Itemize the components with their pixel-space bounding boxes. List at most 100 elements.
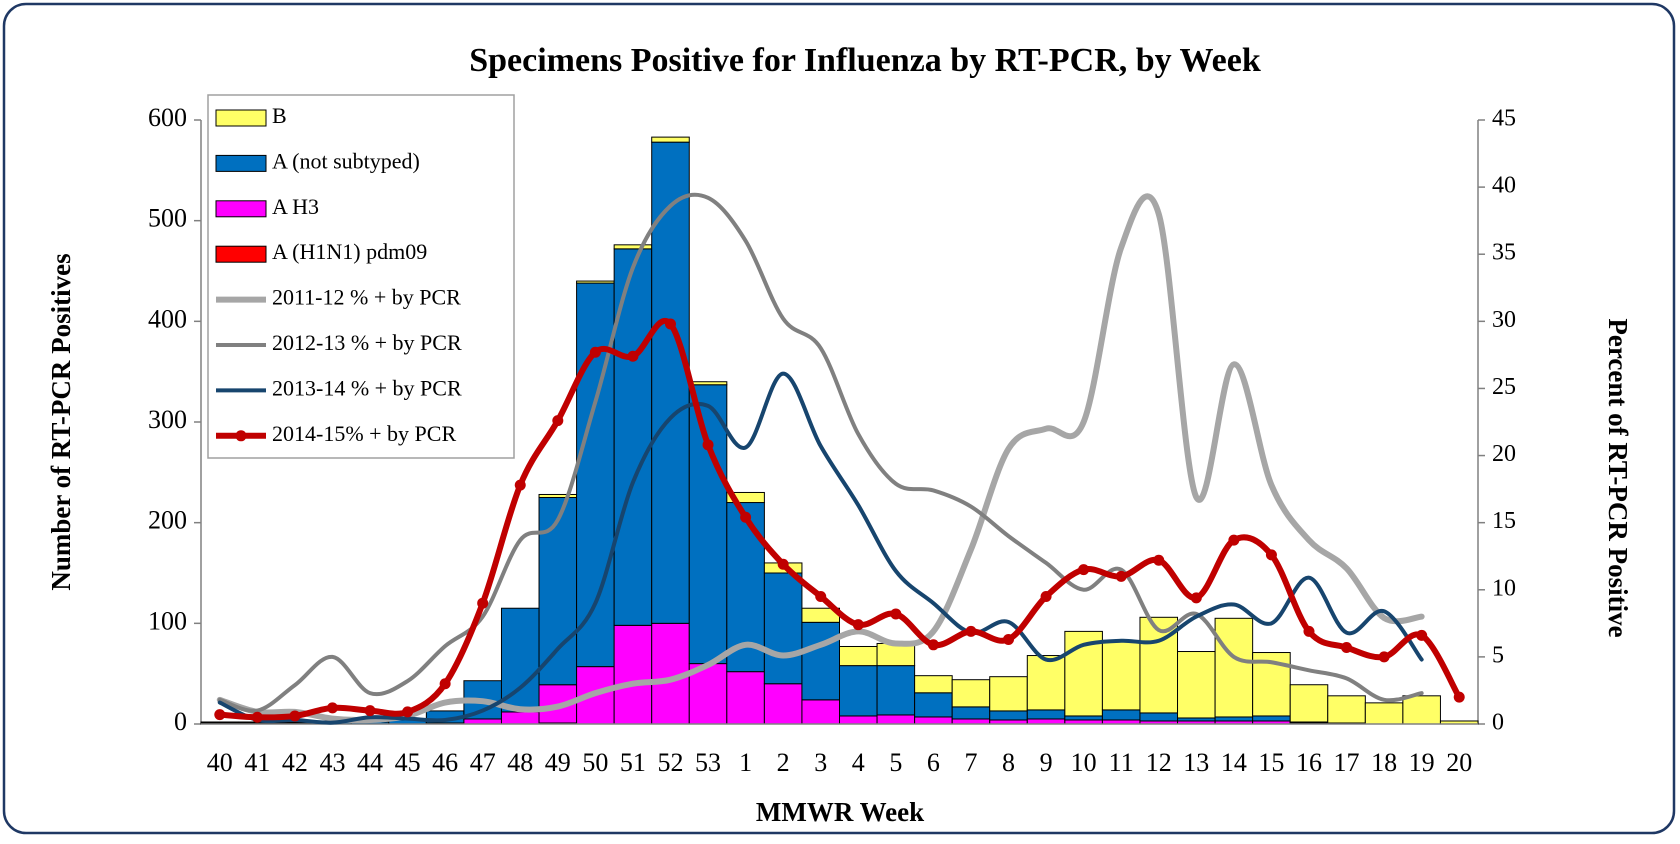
x-tick-label: 47 xyxy=(470,748,496,777)
y2-tick-label: 20 xyxy=(1492,441,1516,467)
x-tick-label: 51 xyxy=(620,748,646,777)
x-tick-label: 4 xyxy=(852,748,865,777)
y2-tick-label: 25 xyxy=(1492,374,1516,400)
bar-segment xyxy=(1026,709,1066,720)
line-series xyxy=(217,371,1424,725)
line-marker xyxy=(1190,592,1202,604)
legend-label: A (H1N1) pdm09 xyxy=(272,239,427,264)
y-tick-label: 100 xyxy=(148,606,187,635)
legend-swatch xyxy=(215,200,267,218)
x-tick-label: 2 xyxy=(777,748,790,777)
bar-segment xyxy=(801,699,840,725)
line-marker xyxy=(326,702,338,714)
bar-segment xyxy=(726,491,765,504)
y2-tick-label: 10 xyxy=(1492,575,1516,601)
bar-segment xyxy=(688,381,728,386)
bar-segment xyxy=(613,624,653,725)
x-axis-label: MMWR Week xyxy=(756,797,924,827)
y-tick-label: 200 xyxy=(148,506,187,535)
line-marker xyxy=(402,706,414,718)
x-tick-label: 17 xyxy=(1334,748,1360,777)
line-marker xyxy=(1003,633,1015,645)
bar-segment xyxy=(951,679,991,708)
bar-segment xyxy=(538,493,578,499)
line-marker xyxy=(1341,641,1353,653)
line-marker xyxy=(364,705,376,717)
bar-segment xyxy=(576,282,615,668)
bar-segment xyxy=(726,671,765,725)
x-tick-label: 52 xyxy=(657,748,683,777)
legend-swatch xyxy=(215,245,267,263)
x-tick-label: 16 xyxy=(1296,748,1322,777)
line-marker xyxy=(214,709,226,721)
bar-segment xyxy=(1177,651,1216,719)
bar-segment xyxy=(876,665,916,716)
x-tick-label: 43 xyxy=(319,748,345,777)
x-tick-label: 48 xyxy=(507,748,533,777)
x-tick-label: 42 xyxy=(282,748,308,777)
bar-segment xyxy=(576,280,615,284)
x-tick-label: 41 xyxy=(244,748,270,777)
legend-label: 2012-13 % + by PCR xyxy=(272,330,462,355)
bar-segment xyxy=(1289,684,1329,723)
bar-segment xyxy=(989,710,1028,721)
line-marker xyxy=(1416,629,1428,641)
x-tick-label: 8 xyxy=(1002,748,1015,777)
legend-label: A H3 xyxy=(272,194,319,219)
x-tick-label: 1 xyxy=(739,748,752,777)
line-marker xyxy=(890,608,902,620)
bar-segment xyxy=(951,706,991,720)
bar-segment xyxy=(613,244,653,250)
bar-segment xyxy=(1101,709,1141,721)
line-series xyxy=(217,192,1424,713)
y-tick-label: 300 xyxy=(148,405,187,434)
y2-tick-label: 40 xyxy=(1492,173,1516,199)
bar-segment xyxy=(914,716,953,725)
legend-label: B xyxy=(272,103,287,128)
line-marker xyxy=(927,639,939,651)
legend-label: 2013-14 % + by PCR xyxy=(272,375,462,400)
line-marker xyxy=(1115,570,1127,582)
bar-segment xyxy=(1214,617,1254,718)
bar-segment xyxy=(1252,715,1291,722)
x-tick-label: 49 xyxy=(545,748,571,777)
line-marker xyxy=(589,346,601,358)
x-tick-label: 20 xyxy=(1446,748,1472,777)
legend-swatch xyxy=(215,154,267,172)
legend: B A (not subtyped) A H3 A (H1N1) pdm09 2011-… xyxy=(207,94,515,459)
y2-tick-label: 45 xyxy=(1492,106,1516,132)
line-marker xyxy=(251,711,263,723)
bar-segment xyxy=(1026,655,1066,711)
x-tick-label: 15 xyxy=(1258,748,1284,777)
bar-segment xyxy=(989,676,1028,712)
legend-label: 2011-12 % + by PCR xyxy=(272,285,461,310)
x-tick-label: 3 xyxy=(814,748,827,777)
legend-marker xyxy=(235,430,247,442)
line-marker xyxy=(965,625,977,637)
line-marker xyxy=(777,558,789,570)
line-marker xyxy=(740,511,752,523)
bar-segment xyxy=(839,715,878,725)
bar-segment xyxy=(914,675,953,694)
bar-segment xyxy=(500,711,540,725)
bar-segment xyxy=(688,384,728,665)
line-marker xyxy=(439,678,451,690)
bar-segment xyxy=(763,683,803,725)
line-marker xyxy=(1303,625,1315,637)
x-tick-label: 14 xyxy=(1221,748,1247,777)
bar-segment xyxy=(1402,695,1441,725)
bar-segment xyxy=(463,718,502,725)
legend-label: A (not subtyped) xyxy=(272,148,420,173)
x-tick-label: 53 xyxy=(695,748,721,777)
line-marker xyxy=(1153,554,1165,566)
line-marker xyxy=(815,590,827,602)
y2-tick-label: 5 xyxy=(1492,642,1504,668)
line-marker xyxy=(552,415,564,427)
bar-segment xyxy=(538,497,578,686)
y-tick-label: 500 xyxy=(148,204,187,233)
line-marker xyxy=(514,479,526,491)
line-marker xyxy=(477,597,489,609)
line-marker xyxy=(1228,534,1240,546)
y2-axis-label: Percent of RT-PCR Positive xyxy=(1603,318,1633,637)
